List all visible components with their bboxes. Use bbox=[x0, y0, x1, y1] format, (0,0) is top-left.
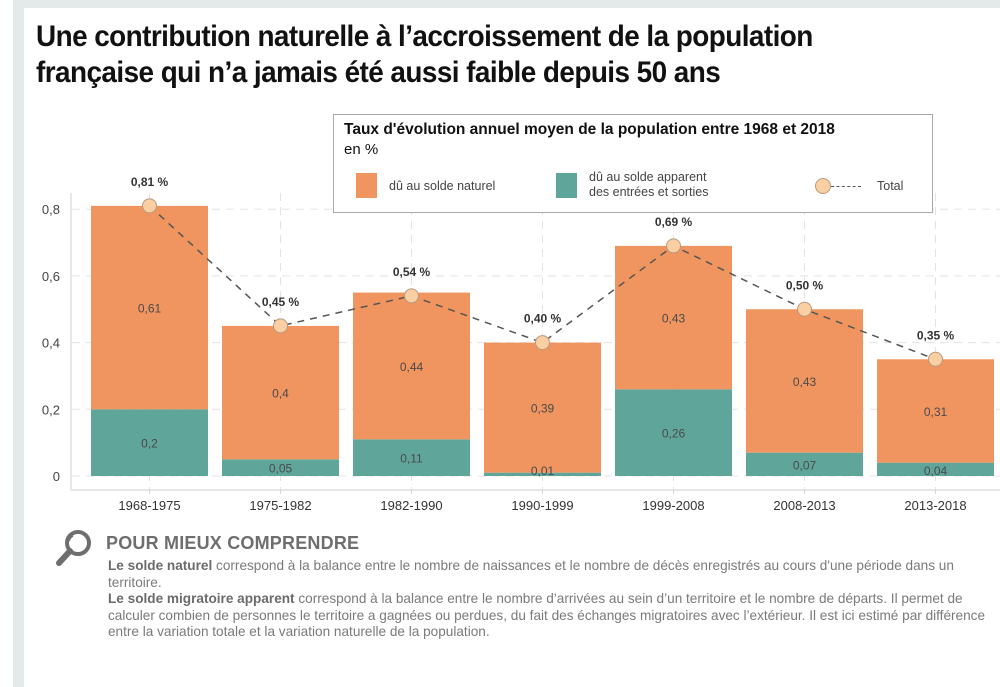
legend-label-total: Total bbox=[877, 179, 904, 193]
total-marker bbox=[142, 198, 157, 214]
bar-value-label: 0,2 bbox=[141, 437, 158, 451]
x-tick-label: 1968-1975 bbox=[118, 498, 180, 513]
x-tick-label: 2008-2013 bbox=[773, 498, 835, 513]
x-tick-label: 1999-2008 bbox=[642, 498, 704, 513]
bar-value-label: 0,43 bbox=[793, 375, 817, 389]
total-marker bbox=[273, 318, 288, 334]
magnifier-icon bbox=[56, 530, 91, 566]
bar-segment-migration bbox=[91, 409, 208, 476]
legend-title: Taux d'évolution annuel moyen de la popu… bbox=[344, 121, 835, 138]
frame-left bbox=[13, 0, 24, 687]
total-marker bbox=[404, 288, 419, 304]
bar-segment-natural bbox=[222, 325, 339, 460]
bar-segment-natural bbox=[877, 359, 994, 463]
x-tick-label: 1975-1982 bbox=[249, 498, 311, 513]
bar-value-label: 0,04 bbox=[924, 464, 948, 478]
definition-solde-naturel: correspond à la balance entre le nombre … bbox=[108, 558, 954, 590]
title-line-2: française qui n’a jamais été aussi faibl… bbox=[36, 56, 721, 89]
legend-swatch-migration bbox=[556, 173, 577, 198]
y-tick-label: 0,2 bbox=[42, 402, 60, 417]
x-tick-label: 1990-1999 bbox=[511, 498, 573, 513]
explanation-heading: POUR MIEUX COMPRENDRE bbox=[106, 533, 360, 553]
axes bbox=[70, 193, 1000, 494]
legend-label-migration-line1: dû au solde apparent bbox=[589, 170, 707, 184]
legend-label-natural: dû au solde naturel bbox=[389, 179, 496, 193]
bar-value-label: 0,11 bbox=[400, 452, 423, 466]
y-tick-label: 0,6 bbox=[42, 269, 60, 284]
bar-segment-migration bbox=[353, 439, 470, 476]
legend-total-dash bbox=[831, 186, 861, 187]
explanation-paragraph-2: Le solde migratoire apparent correspond … bbox=[108, 591, 988, 641]
total-value-label: 0,54 % bbox=[393, 265, 431, 279]
total-line bbox=[142, 198, 943, 367]
y-tick-label: 0,4 bbox=[42, 336, 60, 351]
bar-segment-natural bbox=[615, 245, 732, 390]
bar-segment-migration bbox=[877, 462, 994, 476]
bar-segment-migration bbox=[615, 389, 732, 476]
total-marker bbox=[797, 301, 812, 317]
bar-value-label: 0,07 bbox=[793, 458, 817, 472]
bar-value-label: 0,05 bbox=[269, 462, 293, 476]
legend-label-migration-line2: des entrées et sorties bbox=[589, 185, 709, 199]
bar-value-label: 0,39 bbox=[531, 402, 555, 416]
legend-label-migration: dû au solde apparent des entrées et sort… bbox=[589, 170, 709, 200]
page-title: Une contribution naturelle à l’accroisse… bbox=[36, 19, 920, 91]
total-marker bbox=[928, 351, 943, 367]
bar-segment-migration bbox=[484, 472, 601, 476]
bar-segment-natural bbox=[91, 205, 208, 410]
title-line-1: Une contribution naturelle à l’accroisse… bbox=[36, 20, 813, 53]
total-value-label: 0,81 % bbox=[131, 175, 169, 189]
explanation-text: Le solde naturel correspond à la balance… bbox=[108, 558, 988, 641]
y-tick-label: 0 bbox=[53, 469, 60, 484]
bar-value-label: 0,01 bbox=[531, 464, 555, 478]
bar-value-label: 0,43 bbox=[662, 312, 686, 326]
bar-value-label: 0,31 bbox=[924, 405, 948, 419]
legend-unit: en % bbox=[344, 141, 379, 158]
definition-solde-migratoire: correspond à la balance entre le nombre … bbox=[108, 591, 986, 640]
labels: 0 0,2 0,4 0,6 0,8 0,2 0,05 0,11 0,01 0,26 0,07 0,04… bbox=[42, 175, 967, 513]
bar-value-label: 0,4 bbox=[272, 387, 289, 401]
bar-value-label: 0,44 bbox=[400, 360, 424, 374]
total-marker bbox=[535, 335, 550, 351]
bar-segment-migration bbox=[746, 452, 863, 476]
explanation-paragraph-1: Le solde naturel correspond à la balance… bbox=[108, 558, 988, 591]
bars bbox=[91, 205, 994, 476]
x-tick-label: 2013-2018 bbox=[904, 498, 966, 513]
legend-total-marker-icon bbox=[815, 178, 831, 194]
frame-top bbox=[13, 0, 1000, 8]
x-tick-label: 1982-1990 bbox=[380, 498, 442, 513]
total-value-label: 0,40 % bbox=[524, 312, 562, 326]
y-tick-label: 0,8 bbox=[42, 202, 60, 217]
bar-segment-natural bbox=[353, 292, 470, 440]
bar-segment-natural bbox=[484, 342, 601, 473]
bar-segment-migration bbox=[222, 459, 339, 476]
term-solde-migratoire: Le solde migratoire apparent bbox=[108, 591, 295, 607]
bar-value-label: 0,61 bbox=[138, 302, 162, 316]
legend: Taux d'évolution annuel moyen de la popu… bbox=[333, 114, 933, 213]
total-value-label: 0,69 % bbox=[655, 215, 693, 229]
total-value-label: 0,45 % bbox=[262, 295, 300, 309]
term-solde-naturel: Le solde naturel bbox=[108, 558, 213, 573]
total-value-label: 0,35 % bbox=[917, 328, 955, 342]
total-marker bbox=[666, 238, 681, 254]
legend-swatch-natural bbox=[356, 173, 377, 198]
bar-segment-natural bbox=[746, 309, 863, 453]
bar-value-label: 0,26 bbox=[662, 427, 686, 441]
total-value-label: 0,50 % bbox=[786, 278, 824, 292]
